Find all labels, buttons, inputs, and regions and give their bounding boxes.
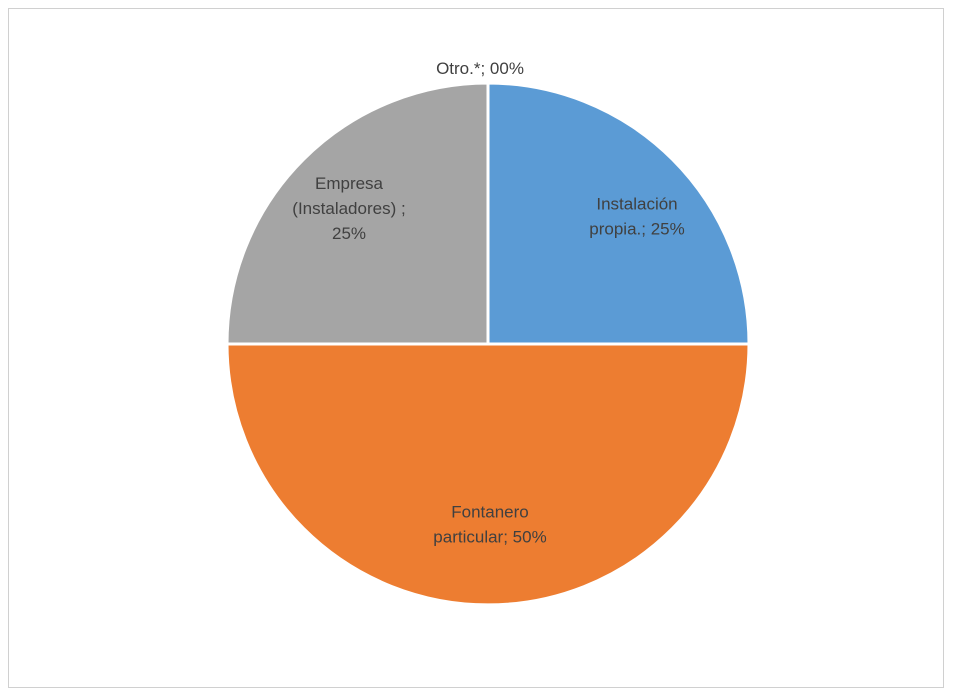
data-label-fontanero-particular: Fontanero particular; 50% (433, 503, 546, 547)
pie-slice-fontanero-particular (225, 342, 751, 607)
data-label-line: particular; 50% (433, 528, 546, 547)
pie-chart: Instalación propia.; 25% Fontanero particul… (225, 59, 751, 607)
labels-layer: Instalación propia.; 25% Fontanero particul… (292, 59, 684, 547)
slices-layer (225, 81, 751, 607)
data-label-line: propia.; 25% (589, 220, 684, 239)
data-label-line: Otro.*; 00% (436, 59, 524, 78)
data-label-otro: Otro.*; 00% (436, 59, 524, 78)
pie-slice-empresa-instaladores (225, 81, 490, 346)
data-label-line: Fontanero (451, 503, 529, 522)
pie-slice-instalaci-n-propia (486, 81, 751, 346)
data-label-line: Instalación (596, 195, 677, 214)
data-label-line: 25% (332, 224, 366, 243)
data-label-line: (Instaladores) ; (292, 199, 405, 218)
data-label-instalaci-n-propia: Instalación propia.; 25% (589, 195, 684, 239)
data-label-line: Empresa (315, 174, 384, 193)
data-label-empresa-instaladores: Empresa (Instaladores) ; 25% (292, 174, 405, 243)
